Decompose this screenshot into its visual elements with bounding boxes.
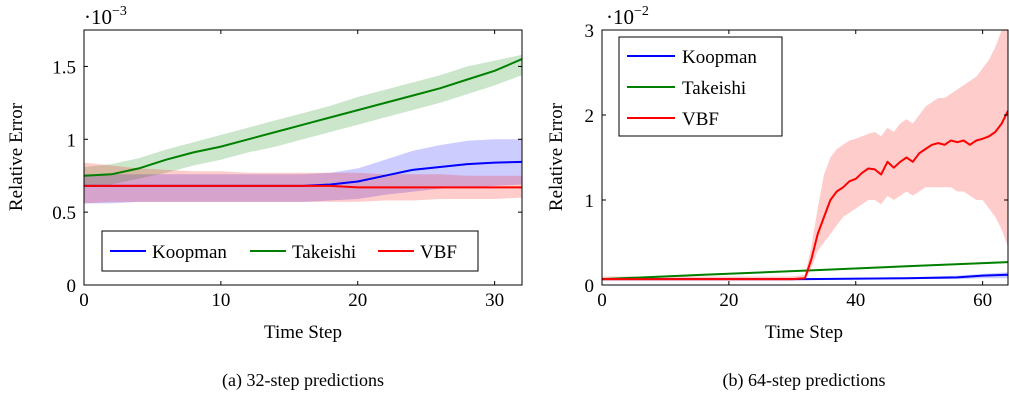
a-line-takeishi: [84, 58, 522, 177]
b-legend: Koopman Takeishi VBF: [618, 36, 783, 137]
a-legend-box: [101, 230, 479, 272]
panel-b-64-step: 0 20 40 60 0 1 2 3 ·10−2 Time Step Relative Err…: [546, 4, 1009, 391]
a-y-multiplier: ·10−3: [84, 4, 127, 29]
b-line-takeishi: [602, 261, 1008, 281]
b-line-vbf: [602, 110, 1008, 281]
b-x-tick-label: 0: [597, 290, 607, 311]
panel-a-32-step: 0 10 20 30 0 0.5 1 1.5 ·10−3 Time Step Relative…: [6, 4, 523, 391]
a-band-vbf: [84, 162, 522, 204]
a-x-tick-label: 30: [485, 290, 504, 311]
b-legend-label-vbf: VBF: [682, 109, 719, 130]
b-x-axis-label: Time Step: [765, 322, 843, 343]
a-x-tick-label: 20: [348, 290, 367, 311]
b-y-axis-label: Relative Error: [546, 102, 567, 211]
b-x-tick-label: 60: [973, 290, 992, 311]
a-plot-frame: [83, 29, 523, 286]
b-y-multiplier-exp: −2: [634, 4, 649, 19]
b-legend-label-koopman: Koopman: [682, 47, 757, 68]
b-y-tick-label: 0: [585, 276, 595, 297]
a-confidence-bands: [84, 54, 522, 204]
b-y-tick-label: 1: [585, 191, 595, 212]
b-axis-ticks: 0 20 40 60 0 1 2 3: [585, 21, 1008, 311]
a-x-axis-label: Time Step: [264, 322, 342, 343]
b-y-tick-label: 2: [585, 106, 595, 127]
a-y-tick-label: 1.5: [52, 57, 76, 78]
b-band-vbf: [602, 30, 1008, 281]
b-caption: (b) 64-step predictions: [723, 370, 886, 391]
a-y-tick-label: 1: [67, 130, 77, 151]
b-y-multiplier: ·10−2: [606, 4, 649, 29]
a-x-tick-label: 10: [211, 290, 230, 311]
a-series-lines: [84, 58, 522, 189]
a-line-vbf: [84, 184, 522, 189]
a-legend-label-koopman: Koopman: [152, 242, 227, 263]
a-y-tick-label: 0: [67, 276, 77, 297]
b-legend-label-takeishi: Takeishi: [682, 78, 746, 99]
a-y-axis-label: Relative Error: [6, 102, 27, 211]
a-legend-label-takeishi: Takeishi: [292, 242, 356, 263]
a-caption: (a) 32-step predictions: [222, 370, 384, 391]
a-y-tick-label: 0.5: [52, 203, 76, 224]
a-y-multiplier-exp: −3: [112, 4, 127, 19]
a-legend: Koopman Takeishi VBF: [101, 230, 479, 272]
b-plot-frame: [601, 29, 1009, 286]
b-x-tick-label: 40: [846, 290, 865, 311]
a-legend-label-vbf: VBF: [420, 242, 457, 263]
a-axis-ticks: 0 10 20 30 0 0.5 1 1.5: [52, 30, 522, 311]
b-series-lines: [602, 110, 1008, 281]
a-x-tick-label: 0: [79, 290, 89, 311]
b-x-tick-label: 20: [719, 290, 738, 311]
b-y-tick-label: 3: [585, 21, 595, 42]
